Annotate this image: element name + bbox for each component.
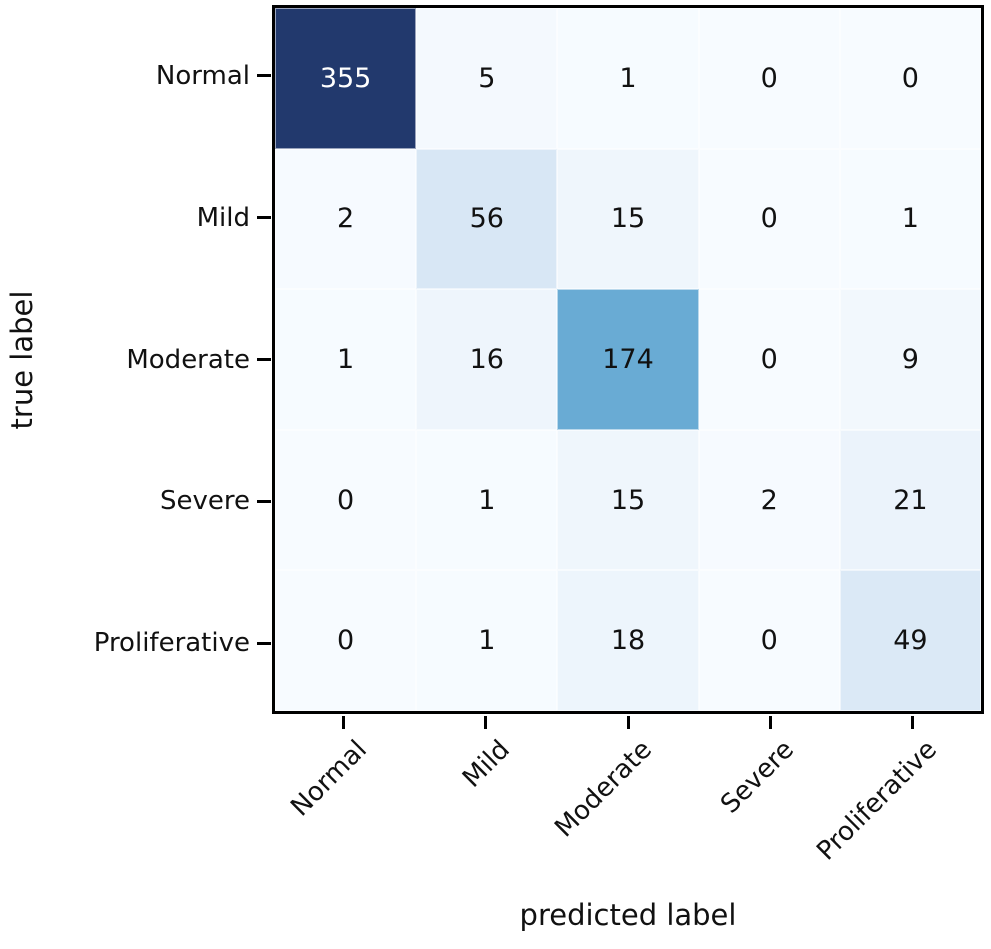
matrix-cell-mild-moderate: 15 (557, 148, 699, 290)
matrix-cell-proliferative-mild: 1 (416, 570, 558, 711)
matrix-cell-moderate-mild: 16 (416, 289, 558, 430)
matrix-cell-proliferative-severe: 0 (698, 570, 840, 711)
y-tick-label-mild: Mild (196, 202, 250, 233)
matrix-cell-mild-normal: 2 (275, 148, 417, 290)
matrix-cell-mild-severe: 0 (698, 148, 840, 290)
matrix-cell-moderate-normal: 1 (275, 289, 417, 430)
y-tick-label-normal: Normal (155, 60, 250, 91)
matrix-cell-proliferative-moderate: 18 (557, 570, 699, 711)
x-tick-mark (484, 716, 488, 729)
y-tick-mark (257, 74, 271, 78)
x-tick-mark (626, 716, 630, 729)
matrix-cell-severe-mild: 1 (416, 429, 558, 571)
matrix-cell-normal-mild: 5 (416, 8, 558, 149)
matrix-cell-normal-moderate: 1 (557, 8, 699, 149)
x-tick-mark (768, 716, 772, 729)
matrix-cell-normal-proliferative: 0 (839, 8, 981, 149)
matrix-cell-severe-moderate: 15 (557, 429, 699, 571)
matrix-cell-severe-severe: 2 (698, 429, 840, 571)
matrix-cell-severe-normal: 0 (275, 429, 417, 571)
matrix-cell-moderate-proliferative: 9 (839, 289, 981, 430)
y-tick-label-severe: Severe (160, 486, 250, 517)
y-tick-mark (257, 358, 271, 361)
matrix-cell-normal-severe: 0 (698, 8, 840, 149)
matrix-cell-normal-normal: 355 (275, 8, 417, 149)
matrix-cell-proliferative-proliferative: 49 (839, 570, 981, 711)
y-tick-mark (257, 499, 271, 503)
matrix-cell-mild-proliferative: 1 (839, 148, 981, 290)
y-tick-label-moderate: Moderate (126, 344, 250, 375)
matrix-cell-moderate-moderate: 174 (557, 289, 699, 430)
heatmap-plot-area: 355 5 1 0 0 2 56 15 0 1 1 16 174 0 9 0 1 15 2 21 0 1 18 0 49 (272, 5, 984, 714)
matrix-cell-mild-mild: 56 (416, 148, 558, 290)
y-tick-label-proliferative: Proliferative (93, 628, 250, 659)
matrix-cell-moderate-severe: 0 (698, 289, 840, 430)
y-tick-mark (257, 641, 271, 645)
matrix-cell-severe-proliferative: 21 (839, 429, 981, 571)
matrix-cell-proliferative-normal: 0 (275, 570, 417, 711)
x-axis-title: predicted label (519, 898, 737, 932)
x-tick-mark (911, 716, 915, 729)
y-tick-mark (257, 216, 271, 220)
x-tick-mark (341, 716, 345, 729)
